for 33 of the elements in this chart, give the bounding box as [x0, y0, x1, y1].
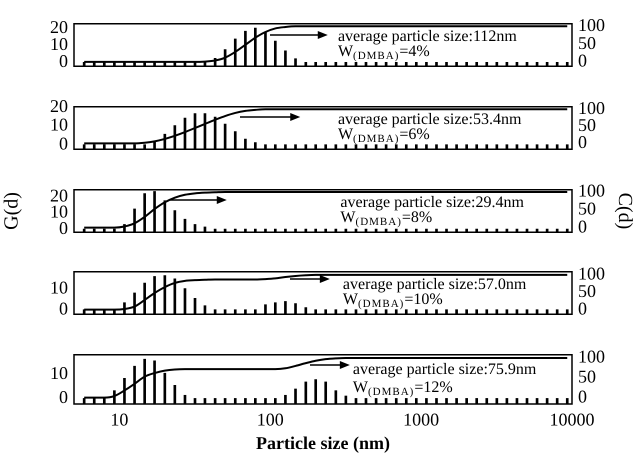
y2-tick-label: 0	[578, 216, 587, 236]
y-tick-label: 0	[59, 387, 68, 408]
annotation: W$_{(DMBA)}$=12%	[352, 378, 453, 400]
y-axis-title: G(d)	[0, 192, 22, 230]
y2-tick-label: 100	[578, 264, 605, 284]
x-tick-label: 100	[256, 410, 284, 430]
y2-tick-label: 50	[578, 198, 596, 218]
x-tick-label: 10	[110, 410, 128, 430]
annotation: average particle size:75.9nm	[352, 360, 536, 379]
y-tick-label: 0	[59, 298, 68, 318]
y2-tick-label: 50	[578, 366, 596, 387]
annotation: average particle size:29.4nm	[340, 194, 524, 211]
annotation: average particle size:57.0nm	[342, 276, 526, 293]
x-axis-title: Particle size (nm)	[256, 432, 390, 453]
y2-tick-label: 0	[578, 50, 587, 71]
y2-tick-label: 0	[578, 386, 587, 406]
y-tick-label: 0	[59, 133, 68, 154]
y2-tick-label: 100	[578, 98, 605, 118]
y-tick-label: 0	[59, 51, 68, 71]
y2-axis-title: C(d)	[614, 192, 636, 230]
line-series	[83, 274, 568, 311]
annotation: average particle size:112nm	[338, 28, 517, 45]
y-tick-label: 10	[50, 114, 68, 135]
y-tick-label: 10	[50, 362, 68, 383]
y2-tick-label: 100	[578, 346, 605, 367]
annotation: average particle size:53.4nm	[338, 110, 522, 128]
y2-tick-label: 50	[578, 32, 596, 53]
x-tick-label: 10000	[550, 410, 594, 430]
y2-tick-label: 100	[578, 180, 605, 201]
y-tick-label: 20	[50, 96, 68, 116]
y-tick-label: 10	[50, 277, 68, 298]
y2-tick-label: 100	[578, 15, 605, 36]
x-tick-label: 1000	[403, 410, 440, 430]
